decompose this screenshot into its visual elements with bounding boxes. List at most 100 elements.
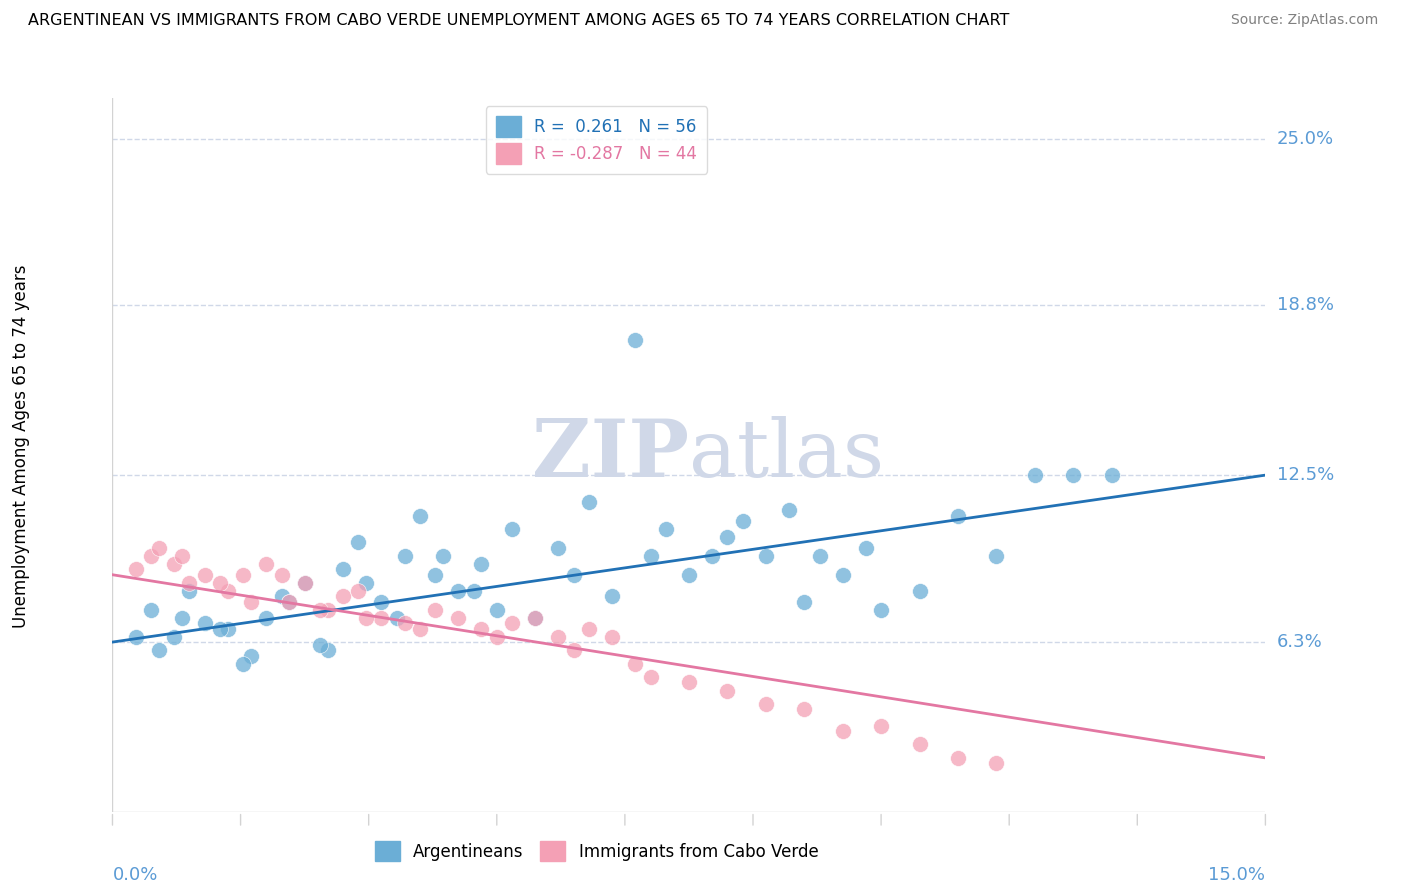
Point (547, 541, 569, 555)
Point (217, 583, 239, 598)
Point (239, 595, 262, 609)
Point (716, 530, 738, 544)
Point (148, 541, 170, 555)
Point (624, 334, 647, 348)
Point (700, 549, 723, 563)
Point (524, 611, 547, 625)
Point (463, 583, 485, 598)
Point (270, 589, 292, 603)
Text: 12.5%: 12.5% (1277, 467, 1334, 484)
Point (179, 583, 201, 598)
Point (524, 611, 547, 625)
Point (209, 622, 232, 636)
Point (232, 567, 254, 582)
Point (755, 697, 778, 711)
Point (170, 611, 193, 625)
Point (793, 702, 815, 716)
Point (600, 589, 623, 603)
Point (254, 557, 277, 571)
Point (640, 549, 662, 563)
Point (908, 583, 931, 598)
Text: 0.0%: 0.0% (112, 865, 157, 884)
Point (447, 583, 470, 598)
Point (986, 549, 1008, 563)
Point (347, 535, 370, 549)
Point (347, 583, 370, 598)
Point (209, 575, 232, 590)
Point (855, 541, 877, 555)
Point (501, 522, 523, 536)
Point (124, 630, 146, 644)
Point (316, 643, 339, 657)
Point (239, 648, 262, 663)
Point (217, 622, 239, 636)
Point (163, 557, 186, 571)
Point (432, 549, 454, 563)
Point (139, 549, 162, 563)
Point (447, 611, 470, 625)
Text: 6.3%: 6.3% (1277, 633, 1322, 651)
Legend: Argentineans, Immigrants from Cabo Verde: Argentineans, Immigrants from Cabo Verde (366, 830, 828, 871)
Point (332, 589, 354, 603)
Point (578, 495, 600, 509)
Point (124, 562, 146, 576)
Point (370, 595, 392, 609)
Point (731, 514, 754, 528)
Point (294, 575, 316, 590)
Point (354, 611, 377, 625)
Point (278, 595, 301, 609)
Point (793, 595, 815, 609)
Point (148, 643, 170, 657)
Point (678, 675, 700, 690)
Point (163, 630, 186, 644)
Text: 25.0%: 25.0% (1277, 129, 1334, 147)
Point (755, 549, 778, 563)
Point (194, 567, 217, 582)
Point (946, 508, 969, 523)
Point (394, 616, 416, 631)
Text: ZIP: ZIP (531, 416, 689, 494)
Point (425, 603, 447, 617)
Point (470, 557, 492, 571)
Point (470, 622, 492, 636)
Point (870, 603, 893, 617)
Point (562, 567, 585, 582)
Point (170, 549, 193, 563)
Point (908, 738, 931, 752)
Point (232, 657, 254, 671)
Point (332, 562, 354, 576)
Text: ARGENTINEAN VS IMMIGRANTS FROM CABO VERDE UNEMPLOYMENT AMONG AGES 65 TO 74 YEARS: ARGENTINEAN VS IMMIGRANTS FROM CABO VERD… (28, 13, 1010, 29)
Point (385, 611, 408, 625)
Point (316, 603, 339, 617)
Point (778, 503, 800, 517)
Point (394, 549, 416, 563)
Point (1024, 468, 1046, 483)
Point (254, 611, 277, 625)
Point (309, 638, 332, 652)
Point (870, 718, 893, 732)
Point (986, 756, 1008, 771)
Point (485, 603, 508, 617)
Point (179, 575, 201, 590)
Point (547, 630, 569, 644)
Point (139, 603, 162, 617)
Point (831, 567, 853, 582)
Point (1062, 468, 1084, 483)
Point (655, 522, 678, 536)
Point (1101, 468, 1123, 483)
Point (485, 630, 508, 644)
Point (425, 567, 447, 582)
Point (370, 611, 392, 625)
Point (600, 630, 623, 644)
Text: Unemployment Among Ages 65 to 74 years: Unemployment Among Ages 65 to 74 years (13, 264, 30, 628)
Point (624, 657, 647, 671)
Point (194, 616, 217, 631)
Point (831, 723, 853, 738)
Point (270, 567, 292, 582)
Point (501, 616, 523, 631)
Text: atlas: atlas (689, 416, 884, 494)
Point (409, 508, 432, 523)
Text: 18.8%: 18.8% (1277, 296, 1333, 315)
Point (309, 603, 332, 617)
Point (278, 595, 301, 609)
